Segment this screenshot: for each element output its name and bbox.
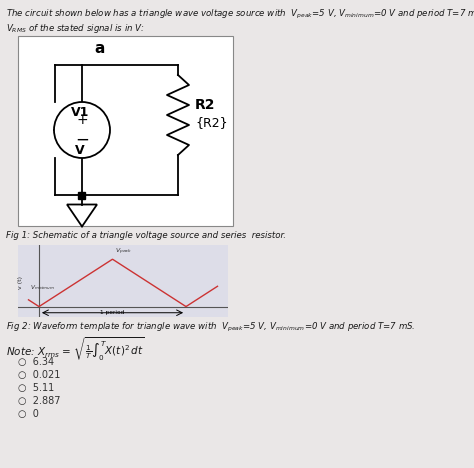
Text: V1: V1 xyxy=(71,105,89,118)
Text: Note: $X_{rms}$ = $\sqrt{\frac{1}{T}\int_{0}^{T} X(t)^2\, dt}$: Note: $X_{rms}$ = $\sqrt{\frac{1}{T}\int… xyxy=(6,335,145,362)
Polygon shape xyxy=(67,205,97,227)
Bar xyxy=(79,191,85,198)
Text: −: − xyxy=(75,131,89,149)
Text: $V_{peak}$: $V_{peak}$ xyxy=(115,247,132,257)
Text: $V_{RMS}$ of the stated signal is in V:: $V_{RMS}$ of the stated signal is in V: xyxy=(6,22,145,35)
Text: ○  2.887: ○ 2.887 xyxy=(18,396,61,406)
Text: v (t): v (t) xyxy=(18,277,23,289)
Text: V: V xyxy=(75,144,85,156)
Text: {R2}: {R2} xyxy=(195,117,228,130)
Text: ○  0: ○ 0 xyxy=(18,409,39,419)
Text: ○  6.34: ○ 6.34 xyxy=(18,357,54,367)
Text: R2: R2 xyxy=(195,98,216,112)
Text: Fig 2: Waveform template for triangle wave with  $V_{peak}$=5 V, $V_{minimum}$=0: Fig 2: Waveform template for triangle wa… xyxy=(6,321,416,334)
Text: a: a xyxy=(94,41,105,56)
Text: $V_{minimum}$: $V_{minimum}$ xyxy=(29,283,55,292)
Text: The circuit shown below has a triangle wave voltage source with  $V_{peak}$=5 V,: The circuit shown below has a triangle w… xyxy=(6,8,474,21)
Text: Fig 1: Schematic of a triangle voltage source and series  resistor.: Fig 1: Schematic of a triangle voltage s… xyxy=(6,231,286,240)
Bar xyxy=(18,36,233,226)
Text: +: + xyxy=(76,113,88,127)
Text: ○  5.11: ○ 5.11 xyxy=(18,383,54,393)
Circle shape xyxy=(54,102,110,158)
Text: ○  0.021: ○ 0.021 xyxy=(18,370,60,380)
Text: 1 period: 1 period xyxy=(100,310,125,315)
